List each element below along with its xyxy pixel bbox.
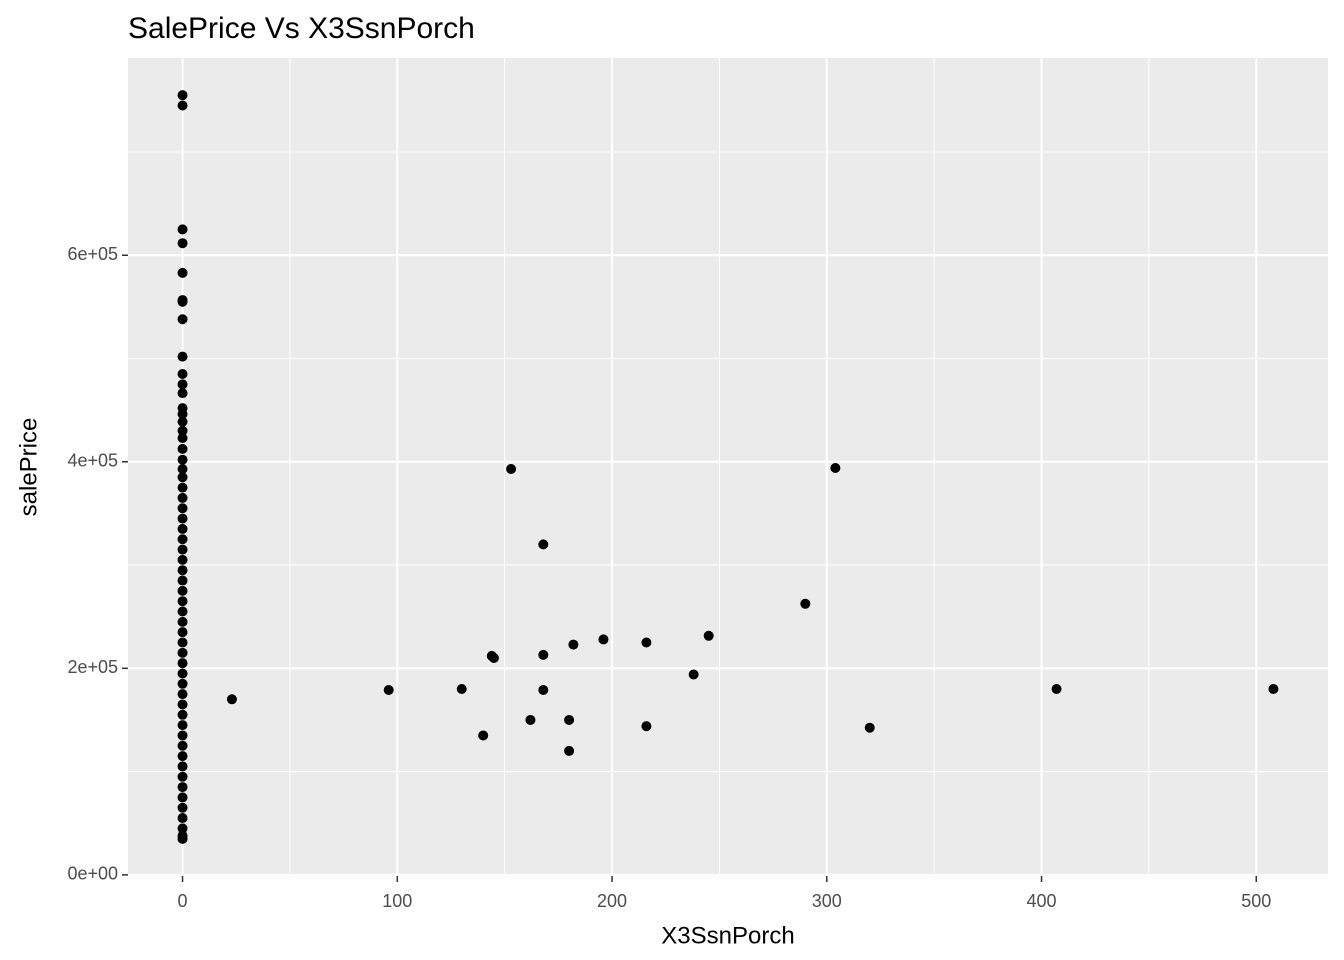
point [226,694,237,705]
point [177,585,188,596]
y-tick-label: 6e+05 [67,244,118,264]
point [177,813,188,824]
point [177,771,188,782]
y-tick-label: 4e+05 [67,451,118,471]
point [177,616,188,627]
point [177,90,188,101]
point [177,575,188,586]
point [177,534,188,545]
point [177,238,188,249]
point [177,699,188,710]
x-tick-label: 400 [1027,891,1057,911]
point [830,462,841,473]
x-axis-title: X3SsnPorch [661,922,794,949]
point [177,503,188,514]
point [177,464,188,475]
point [538,539,549,550]
y-tick-label: 0e+00 [67,864,118,884]
point [538,685,549,696]
point [177,823,188,834]
point [177,513,188,524]
x-tick-label: 300 [812,891,842,911]
point [641,637,652,648]
point [538,649,549,660]
point [177,224,188,235]
point [177,627,188,638]
point [177,472,188,483]
point [177,314,188,325]
point [177,492,188,503]
point [564,714,575,725]
point [1051,683,1062,694]
point [177,596,188,607]
point [177,523,188,534]
y-axis-title: salePrice [15,418,42,517]
point [177,482,188,493]
x-tick-label: 200 [597,891,627,911]
point [177,678,188,689]
point [177,403,188,414]
point [488,652,499,663]
point [177,443,188,454]
point [177,606,188,617]
point [800,598,811,609]
point [703,630,714,641]
point [177,647,188,658]
point [177,433,188,444]
point [177,295,188,306]
point [383,685,394,696]
x-tick-label: 0 [178,891,188,911]
point [177,689,188,700]
point [177,369,188,380]
point [177,709,188,720]
point [641,721,652,732]
point [177,554,188,565]
point [177,637,188,648]
x-tick-label: 100 [382,891,412,911]
point [177,351,188,362]
point [177,425,188,436]
point [177,782,188,793]
point [177,761,188,772]
point [177,668,188,679]
point [478,730,489,741]
point [177,720,188,731]
point [177,658,188,669]
point [177,740,188,751]
point [177,454,188,465]
point [598,634,609,645]
point [688,669,699,680]
point [177,830,188,841]
y-tick-label: 2e+05 [67,657,118,677]
point [177,792,188,803]
point [564,745,575,756]
point [525,714,536,725]
plot-panel [128,58,1328,876]
point [568,639,579,650]
point [1268,683,1279,694]
point [177,802,188,813]
point [177,565,188,576]
point [864,722,875,733]
point [177,416,188,427]
point [456,683,467,694]
point [177,379,188,390]
point [177,100,188,111]
point [506,464,517,475]
point [177,544,188,555]
chart-title: SalePrice Vs X3SsnPorch [128,12,475,45]
point [177,751,188,762]
point [177,388,188,399]
point [177,730,188,741]
point [177,267,188,278]
x-tick-label: 500 [1241,891,1271,911]
